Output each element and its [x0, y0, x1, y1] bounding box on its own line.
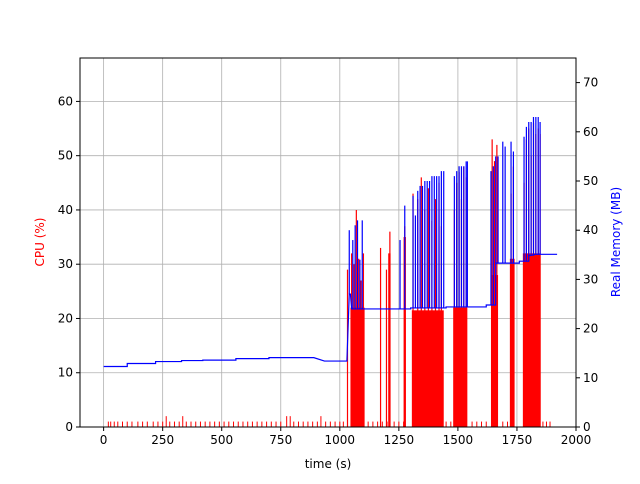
y-left-tick-label: 0 — [65, 420, 73, 434]
y-left-tick-label: 30 — [58, 257, 73, 271]
x-tick-label: 1250 — [384, 433, 415, 447]
y-axis-right-label: Real Memory (MB) — [609, 187, 623, 297]
y-right-tick-label: 30 — [583, 272, 598, 286]
plot-background — [80, 58, 576, 427]
x-tick-label: 500 — [210, 433, 233, 447]
y-left-tick-label: 40 — [58, 203, 73, 217]
y-right-tick-label: 40 — [583, 223, 598, 237]
x-tick-label: 1750 — [502, 433, 533, 447]
y-left-tick-label: 60 — [58, 94, 73, 108]
x-tick-label: 1500 — [443, 433, 474, 447]
y-right-tick-label: 60 — [583, 125, 598, 139]
x-tick-label: 750 — [269, 433, 292, 447]
x-tick-label: 1000 — [325, 433, 356, 447]
x-tick-label: 0 — [100, 433, 108, 447]
x-tick-label: 2000 — [561, 433, 592, 447]
x-axis-label: time (s) — [305, 457, 352, 471]
cpu-burst — [509, 258, 515, 427]
cpu-burst — [385, 269, 388, 427]
y-left-tick-label: 10 — [58, 366, 73, 380]
y-right-tick-label: 50 — [583, 174, 598, 188]
axes: 0 250 500 750 1000 1250 1500 1750 20000102030405… — [58, 57, 598, 447]
y-right-tick-label: 70 — [583, 76, 598, 90]
cpu-burst — [350, 307, 365, 427]
y-right-tick-label: 20 — [583, 322, 598, 336]
y-left-tick-label: 20 — [58, 311, 73, 325]
y-right-tick-label: 0 — [583, 420, 591, 434]
cpu-burst — [453, 307, 468, 427]
y-axis-left-label: CPU (%) — [33, 218, 47, 267]
x-tick-label: 250 — [151, 433, 174, 447]
memory-series — [103, 117, 558, 368]
axes-frame — [79, 57, 577, 428]
y-right-tick-label: 10 — [583, 371, 598, 385]
y-left-tick-label: 50 — [58, 149, 73, 163]
memory-line — [103, 253, 558, 368]
cpu-burst — [379, 247, 382, 427]
